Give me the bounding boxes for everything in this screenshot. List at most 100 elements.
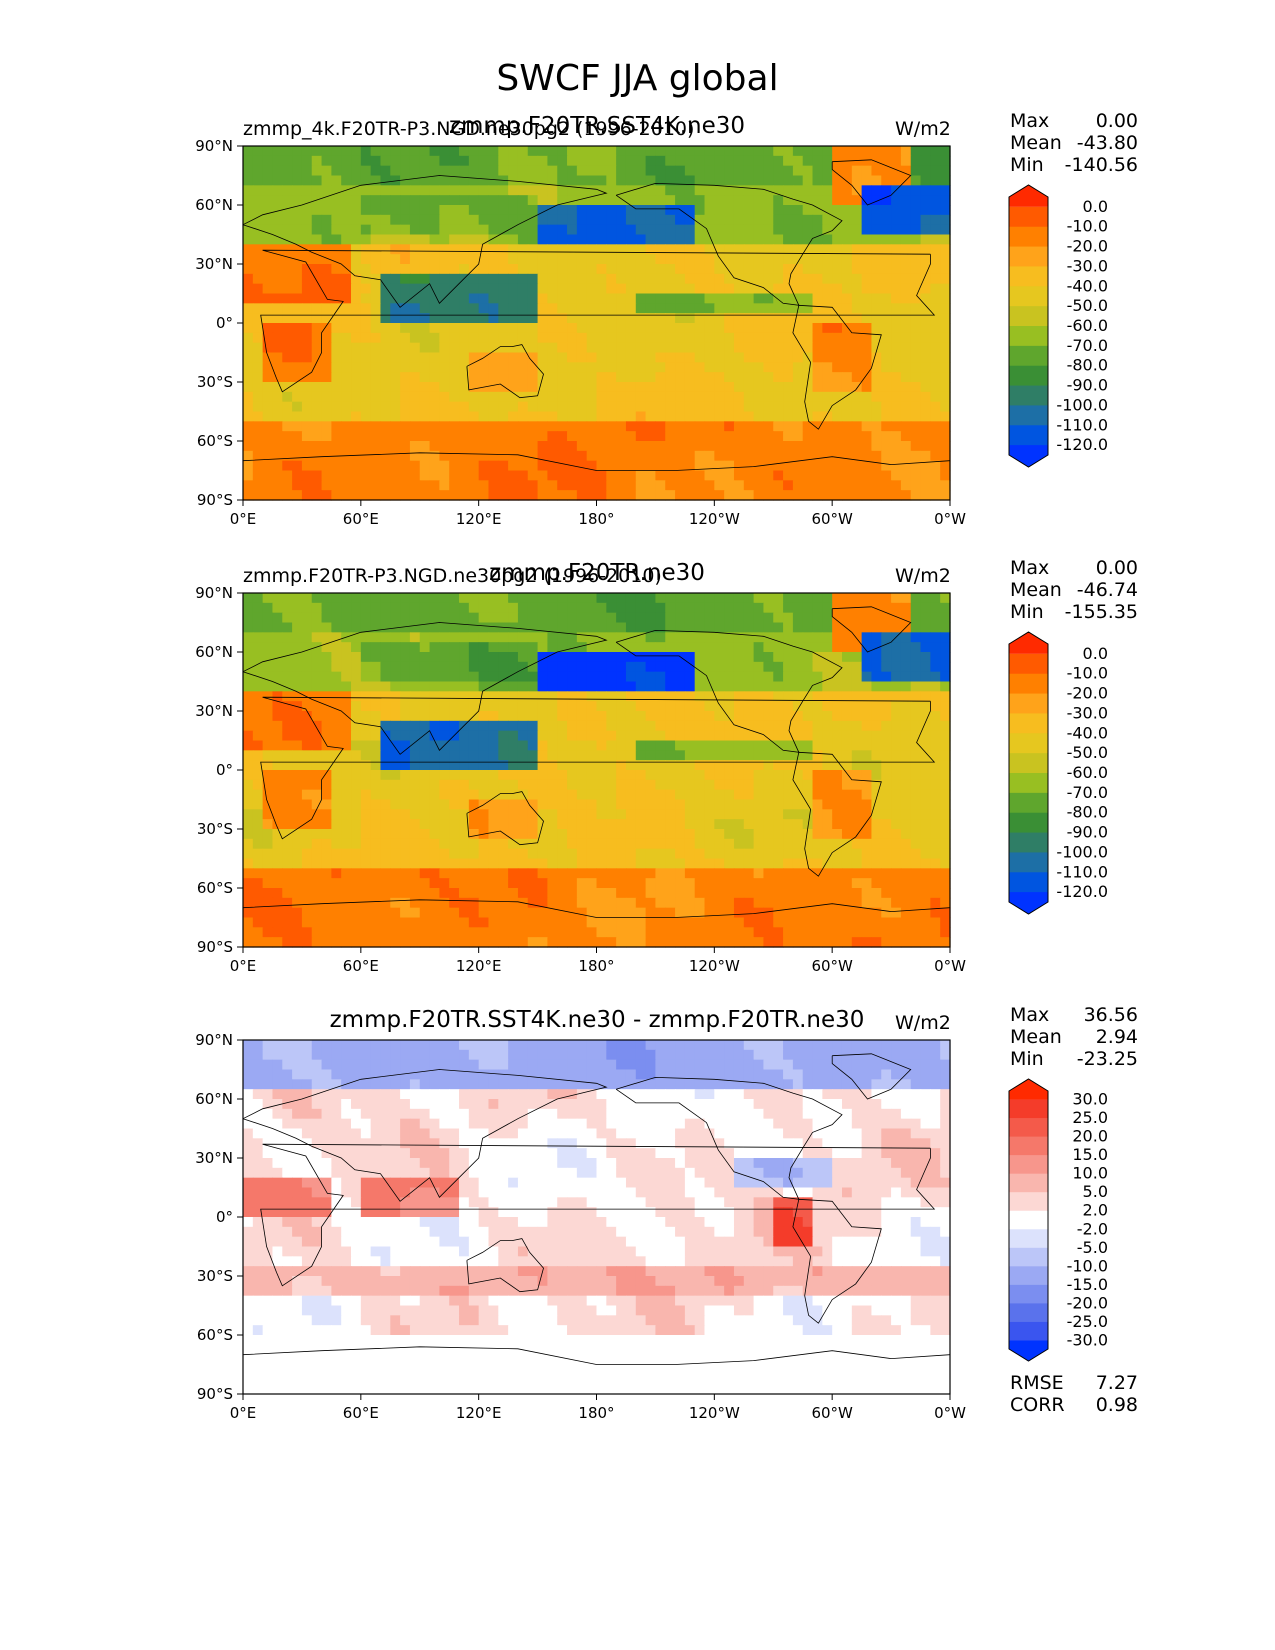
colorbar-segment xyxy=(1009,246,1048,267)
heatmap-cell xyxy=(783,450,794,462)
heatmap-cell xyxy=(743,779,755,791)
heatmap-cell xyxy=(616,888,627,899)
heatmap-cell xyxy=(252,652,264,663)
heatmap-cell xyxy=(282,264,293,275)
heatmap-cell xyxy=(675,293,686,304)
heatmap-cell xyxy=(596,450,607,462)
heatmap-cell xyxy=(360,730,372,742)
heatmap-cell xyxy=(517,254,529,265)
heatmap-cell xyxy=(694,760,706,771)
heatmap-cell xyxy=(625,362,637,373)
heatmap-cell xyxy=(773,470,784,481)
heatmap-cell xyxy=(576,612,588,624)
heatmap-cell xyxy=(900,313,912,324)
heatmap-cell xyxy=(262,711,274,722)
heatmap-cell xyxy=(694,858,706,869)
heatmap-cell xyxy=(282,907,293,919)
heatmap-cell xyxy=(321,888,332,899)
heatmap-cell xyxy=(488,858,499,869)
heatmap-cell xyxy=(400,490,411,501)
heatmap-cell xyxy=(625,146,637,157)
heatmap-cell xyxy=(753,391,765,403)
heatmap-cell xyxy=(508,671,519,683)
heatmap-cell xyxy=(596,760,607,771)
heatmap-cell xyxy=(419,681,431,692)
heatmap-cell xyxy=(478,681,490,692)
heatmap-cell xyxy=(675,264,686,275)
heatmap-cell xyxy=(409,858,421,869)
heatmap-cell xyxy=(537,214,548,226)
heatmap-cell xyxy=(763,175,774,186)
heatmap-cell xyxy=(753,293,765,304)
heatmap-cell xyxy=(753,730,765,742)
heatmap-cell xyxy=(920,701,931,712)
heatmap-cell xyxy=(508,303,519,314)
heatmap-cell xyxy=(714,661,725,673)
heatmap-cell xyxy=(920,313,931,324)
heatmap-cell xyxy=(429,195,440,206)
heatmap-cell xyxy=(390,681,401,692)
coastline xyxy=(792,304,882,430)
heatmap-cell xyxy=(635,848,647,860)
heatmap-cell xyxy=(714,642,725,653)
heatmap-cell xyxy=(704,819,715,830)
heatmap-cell xyxy=(311,323,323,334)
heatmap-cell xyxy=(301,234,313,245)
heatmap-cell xyxy=(243,593,254,604)
heatmap-cell xyxy=(390,799,401,810)
heatmap-cell xyxy=(468,868,480,879)
heatmap-cell xyxy=(429,779,440,791)
heatmap-cell xyxy=(498,470,509,481)
heatmap-cell xyxy=(331,848,342,860)
heatmap-cell xyxy=(625,593,637,604)
x-tick-label: 60°W xyxy=(811,510,853,528)
heatmap-cell xyxy=(262,740,274,751)
heatmap-cell xyxy=(714,273,725,285)
heatmap-cell xyxy=(920,352,931,363)
heatmap-cell xyxy=(724,421,735,432)
heatmap-cell xyxy=(841,175,853,186)
heatmap-cell xyxy=(557,799,568,810)
heatmap-cell xyxy=(301,730,313,742)
heatmap-cell xyxy=(733,313,745,324)
heatmap-cell xyxy=(655,779,666,791)
heatmap-cell xyxy=(243,411,254,422)
heatmap-cell xyxy=(429,293,440,304)
heatmap-cell xyxy=(675,740,686,751)
heatmap-cell xyxy=(871,760,882,771)
heatmap-cell xyxy=(940,809,951,820)
heatmap-cell xyxy=(645,372,657,383)
heatmap-cell xyxy=(871,342,882,354)
heatmap-cell xyxy=(900,362,912,373)
heatmap-cell xyxy=(792,760,804,771)
heatmap-cell xyxy=(409,809,421,820)
heatmap-cell xyxy=(881,155,892,167)
heatmap-cell xyxy=(675,460,686,472)
heatmap-cell xyxy=(380,848,391,860)
heatmap-cell xyxy=(773,858,784,869)
heatmap-cell xyxy=(891,750,902,761)
heatmap-cell xyxy=(272,642,283,653)
heatmap-cell xyxy=(517,490,529,501)
heatmap-cell xyxy=(733,303,745,314)
heatmap-cell xyxy=(370,431,382,442)
heatmap-cell xyxy=(380,224,391,236)
heatmap-cell xyxy=(625,809,637,820)
heatmap-cell xyxy=(292,740,303,751)
heatmap-cell xyxy=(508,205,519,216)
heatmap-cell xyxy=(694,382,706,393)
heatmap-cell xyxy=(527,401,539,413)
heatmap-cell xyxy=(567,711,578,722)
heatmap-cell xyxy=(508,254,519,265)
heatmap-cell xyxy=(724,244,735,255)
heatmap-cell xyxy=(370,342,382,354)
heatmap-cell xyxy=(567,470,578,481)
heatmap-cell xyxy=(733,244,745,255)
heatmap-cell xyxy=(547,214,558,226)
heatmap-cell xyxy=(400,195,411,206)
heatmap-cell xyxy=(537,740,548,751)
heatmap-cell xyxy=(459,293,470,304)
heatmap-cell xyxy=(841,185,853,196)
heatmap-cell xyxy=(439,480,450,491)
heatmap-cell xyxy=(380,195,391,206)
